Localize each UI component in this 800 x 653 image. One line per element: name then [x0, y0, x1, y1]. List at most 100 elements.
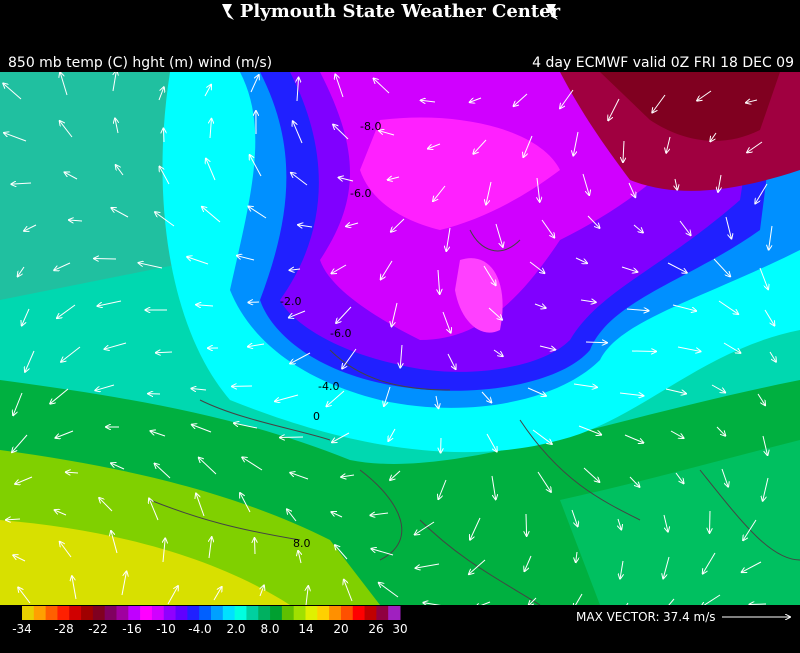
- colorbar-swatch: [246, 606, 259, 620]
- colorbar-tick-label: 2.0: [226, 622, 245, 636]
- wind-arrow: [11, 183, 32, 184]
- wind-arrow: [290, 473, 309, 480]
- colorbar-swatch: [163, 606, 177, 620]
- wind-arrow: [111, 531, 118, 554]
- wind-arrow: [475, 601, 491, 605]
- wind-arrow: [105, 342, 127, 349]
- wind-arrow: [60, 542, 72, 558]
- wind-arrow: [250, 155, 262, 177]
- wind-arrow: [667, 262, 687, 273]
- colorbar-tick-label: 20: [333, 622, 348, 636]
- wind-arrow: [306, 586, 308, 605]
- wind-arrow: [149, 498, 159, 521]
- wind-arrow: [379, 131, 395, 136]
- wind-arrow: [18, 266, 25, 276]
- wind-arrow: [293, 121, 303, 144]
- wind-arrow: [22, 308, 30, 326]
- wind-arrow: [331, 512, 343, 518]
- wind-arrow: [718, 300, 738, 314]
- wind-arrow: [381, 260, 393, 279]
- wind-arrow: [583, 467, 599, 482]
- wind-arrow: [339, 177, 354, 181]
- wind-arrow: [163, 128, 164, 143]
- wind-arrow: [663, 556, 670, 578]
- colorbar-tick-label: -34: [12, 622, 32, 636]
- colorbar-swatch: [140, 606, 153, 620]
- wind-arrow: [762, 435, 767, 455]
- wind-arrow: [576, 551, 577, 562]
- wind-arrow: [421, 100, 436, 102]
- wind-arrow: [679, 220, 691, 235]
- colorbar-tick-label: -22: [88, 622, 108, 636]
- wind-arrow: [620, 560, 623, 579]
- wind-arrow: [192, 425, 212, 433]
- wind-arrow: [95, 384, 115, 390]
- colorbar-swatch: [340, 606, 354, 620]
- wind-arrow: [275, 394, 299, 401]
- wind-arrow: [624, 434, 643, 443]
- wind-arrow: [623, 140, 624, 162]
- colorbar-swatch: [57, 606, 70, 620]
- wind-arrow: [769, 225, 773, 250]
- wind-arrow: [652, 94, 666, 113]
- colorbar-tick-label: -10: [156, 622, 176, 636]
- wind-arrow: [697, 90, 712, 101]
- wind-arrow: [523, 135, 533, 157]
- contour-labels: -8.0 -6.0 -2.0 -6.0 -4.0 0 8.0: [280, 120, 381, 550]
- wind-arrow: [111, 463, 125, 470]
- wind-arrow: [675, 472, 684, 483]
- wind-arrow: [72, 576, 77, 600]
- colorbar-swatch: [187, 606, 200, 620]
- wind-arrow: [423, 603, 441, 605]
- coastlines: [149, 229, 800, 605]
- wind-arrow: [332, 432, 350, 442]
- wind-arrow: [390, 470, 401, 480]
- wind-arrow: [280, 437, 304, 438]
- wind-arrow: [115, 118, 118, 134]
- wind-arrow: [585, 342, 607, 343]
- wind-arrow: [541, 219, 554, 238]
- colorbar-swatch: [92, 606, 106, 620]
- colorbar-swatch: [69, 606, 82, 620]
- wind-arrow: [260, 586, 264, 597]
- wind-arrow: [391, 218, 405, 232]
- wind-arrow: [532, 429, 552, 444]
- wind-arrow: [629, 476, 639, 487]
- wind-arrow: [13, 392, 23, 415]
- wind-arrow: [346, 223, 359, 226]
- wind-arrow: [537, 471, 551, 492]
- wind-arrow: [618, 518, 621, 529]
- wind-arrow: [242, 457, 263, 471]
- wind-arrow: [289, 310, 306, 318]
- wind-arrow: [326, 390, 345, 406]
- subtitle-right: 4 day ECMWF valid 0Z FRI 18 DEC 09: [532, 55, 794, 71]
- wind-arrow: [55, 510, 67, 516]
- wind-arrow: [61, 346, 81, 362]
- wind-arrow: [297, 78, 299, 102]
- wind-arrow: [291, 173, 308, 186]
- wind-arrow: [155, 464, 171, 479]
- wind-arrow: [764, 309, 774, 326]
- wind-arrow: [158, 87, 164, 101]
- colorbar-swatch: [128, 606, 141, 620]
- colorbar-swatch: [305, 606, 318, 620]
- wind-arrow: [191, 389, 207, 390]
- colorbar-swatch: [45, 606, 58, 620]
- wind-arrow: [524, 555, 532, 571]
- wind-arrow: [628, 182, 635, 197]
- wind-arrow: [442, 311, 451, 333]
- wind-arrow: [196, 305, 214, 306]
- wind-arrow: [206, 159, 216, 181]
- wind-arrow: [626, 309, 649, 311]
- wind-arrow: [447, 353, 456, 369]
- wind-arrow: [388, 428, 396, 441]
- wind-arrow: [580, 300, 596, 302]
- wind-arrow: [415, 521, 435, 535]
- colorbar-swatch: [22, 606, 35, 620]
- wind-arrow: [336, 306, 352, 323]
- wind-arrow: [248, 344, 265, 347]
- wind-arrow: [15, 476, 33, 484]
- colorbar-swatch: [234, 606, 247, 620]
- wind-arrow: [341, 475, 355, 477]
